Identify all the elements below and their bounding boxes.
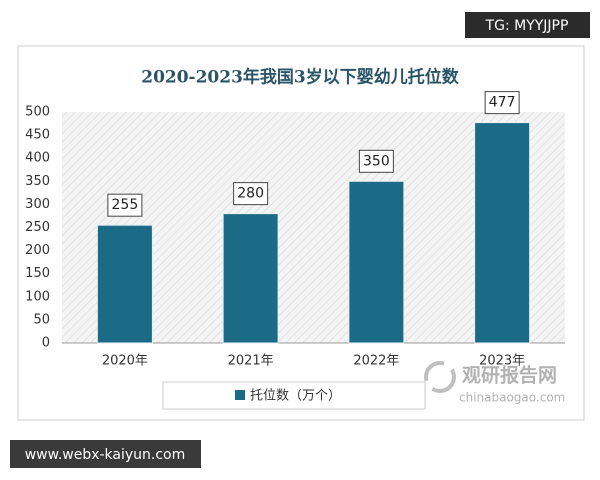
y-tick-label: 500	[25, 105, 50, 120]
value-label-box	[233, 182, 269, 206]
logo: 观研报告网 chinabaogao.com	[424, 361, 565, 405]
y-tick-label: 150	[25, 266, 50, 281]
legend-swatch	[235, 390, 245, 400]
legend	[162, 381, 426, 410]
bar	[96, 224, 153, 344]
y-tick-label: 50	[33, 312, 50, 327]
chart-title: 2020-2023年我国3岁以下婴幼儿托位数	[141, 67, 460, 88]
bar	[222, 213, 279, 344]
value-label-box	[358, 149, 394, 173]
y-tick-label: 100	[25, 289, 50, 304]
y-tick-label: 350	[25, 174, 50, 189]
logo-url: chinabaogao.com	[459, 391, 565, 405]
logo-name: 观研报告网	[462, 364, 557, 387]
site-text: www.webx-kaiyun.com	[25, 447, 186, 463]
x-tick-label: 2023年	[479, 354, 525, 369]
value-label: 477	[489, 95, 516, 111]
y-tick-label: 0	[42, 336, 50, 351]
site-box	[10, 440, 201, 468]
x-tick-label: 2021年	[228, 354, 274, 369]
value-label-box	[484, 91, 520, 115]
y-tick-label: 200	[25, 243, 50, 258]
logo-icon	[424, 361, 456, 393]
value-label: 350	[363, 153, 390, 169]
tag-text: TG: MYYJJPP	[485, 18, 569, 34]
y-tick-label: 300	[25, 197, 50, 212]
value-label: 255	[112, 197, 139, 213]
value-label-box	[107, 193, 143, 217]
value-label: 280	[237, 186, 264, 202]
y-tick-label: 400	[25, 151, 50, 166]
x-tick-label: 2022年	[353, 354, 399, 369]
bar	[474, 122, 531, 344]
y-tick-label: 250	[25, 220, 50, 235]
legend-label: 托位数（万个）	[250, 389, 341, 404]
y-tick-label: 450	[25, 128, 50, 143]
tag-box	[465, 12, 590, 38]
x-tick-label: 2020年	[102, 354, 148, 369]
bar	[348, 180, 405, 344]
